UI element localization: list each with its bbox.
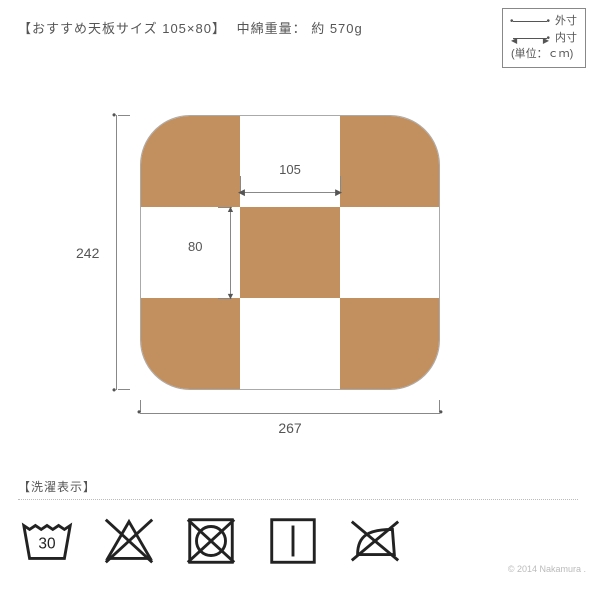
wash-section-title: 【洗濯表示】 — [18, 478, 578, 500]
outer-dim-arrow-icon: • — [511, 14, 549, 28]
inner-width-dim-line: ◀▶ — [240, 192, 340, 193]
legend-box: • 外寸 ◀▶ 内寸 (単位：ｃｍ) — [502, 8, 586, 68]
outer-width-dim-line — [140, 413, 440, 414]
legend-outer-label: 外寸 — [555, 13, 577, 30]
inner-height-dim-line: ▲▼ — [230, 207, 231, 299]
svg-text:30: 30 — [38, 536, 55, 553]
checker-cell — [340, 298, 439, 389]
inner-dim-arrow-icon: ◀▶ — [511, 31, 549, 45]
legend-outer-row: • 外寸 — [511, 13, 577, 30]
header-text: 【おすすめ天板サイズ 105×80】 中綿重量： 約 570g — [18, 18, 363, 37]
checker-cell — [141, 298, 240, 389]
checker-cell — [141, 116, 240, 207]
recommended-size: 【おすすめ天板サイズ 105×80】 — [18, 21, 226, 36]
checker-cell — [340, 116, 439, 207]
outer-height-value: 242 — [76, 245, 99, 261]
outer-h-tick — [118, 389, 130, 390]
outer-h-tick — [118, 115, 130, 116]
rug-shape — [140, 115, 440, 390]
no-iron-icon — [346, 512, 404, 570]
no-tumble-dry-icon — [182, 512, 240, 570]
legend-inner-label: 内寸 — [555, 30, 577, 47]
checker-cell — [240, 207, 339, 298]
legend-unit: (単位：ｃｍ) — [511, 46, 577, 63]
outer-width-value: 267 — [140, 420, 440, 436]
legend-inner-row: ◀▶ 内寸 — [511, 30, 577, 47]
inner-height-value: 80 — [188, 239, 202, 254]
wash-icons-row: 30 — [18, 512, 404, 570]
dimensions-diagram: ◀▶ 105 ▲▼ 80 267 242 — [140, 115, 440, 390]
weight-label: 中綿重量： 約 570g — [237, 21, 363, 36]
dry-flat-icon — [264, 512, 322, 570]
outer-height-dim-line — [116, 115, 117, 390]
no-bleach-icon — [100, 512, 158, 570]
copyright-text: © 2014 Nakamura . — [508, 564, 586, 574]
inner-width-value: 105 — [240, 162, 340, 177]
wash-30-icon: 30 — [18, 512, 76, 570]
